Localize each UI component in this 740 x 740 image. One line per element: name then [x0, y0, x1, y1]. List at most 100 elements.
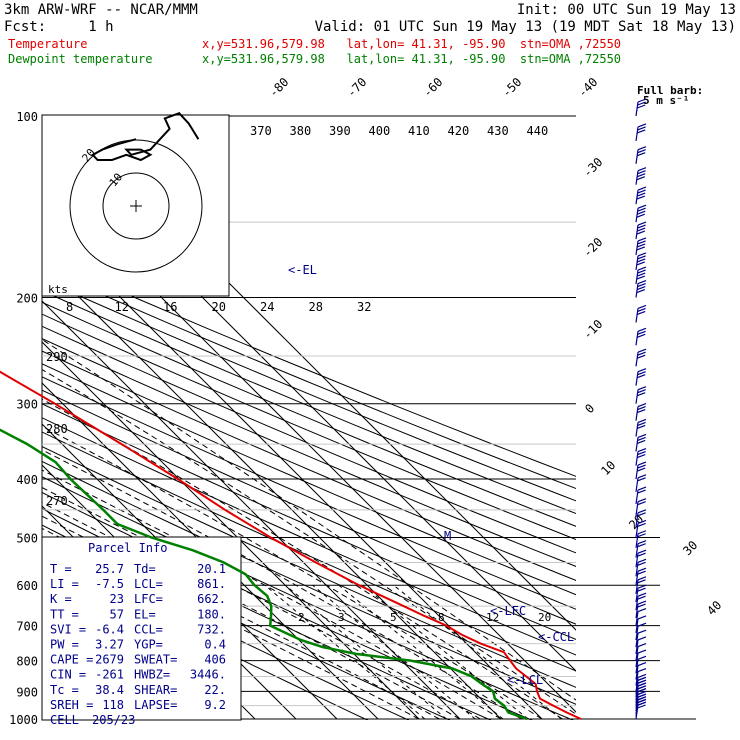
mixing-ratio-label: 32: [357, 300, 371, 314]
parcel-param-name: PW =: [50, 638, 79, 652]
wind-barb: [635, 622, 647, 641]
parcel-param-value: 0.4: [204, 638, 226, 652]
isotherm-label: -80: [266, 75, 291, 100]
parcel-param-value: -7.5: [95, 577, 124, 591]
parcel-param-value: 406: [204, 653, 226, 667]
parcel-param-value: 3446.: [190, 668, 226, 682]
theta-label: 440: [527, 124, 549, 138]
dry-adiabat: [42, 301, 576, 527]
wind-barb: [635, 567, 647, 586]
parcel-param-name: LCL=: [134, 577, 163, 591]
dry-adiabat: [42, 256, 576, 477]
isotherm-label: -40: [575, 75, 600, 100]
mixing-ratio-label: 28: [309, 300, 323, 314]
isotherm: [42, 218, 543, 720]
wind-barb: [635, 403, 647, 421]
wind-barb: [635, 98, 647, 117]
parcel-param-name: SVI =: [50, 622, 86, 636]
parcel-param-value: 22.: [204, 683, 226, 697]
isotherm-label: 30: [680, 538, 700, 558]
parcel-param-value: 57: [110, 607, 124, 621]
temperature-line: [0, 370, 582, 720]
mixing-ratio-label-lower: 2: [298, 611, 305, 624]
dry-adiabat: [42, 290, 576, 515]
parcel-param-name: LI =: [50, 577, 79, 591]
isotherm-label: -20: [580, 235, 605, 260]
dry-adiabat: [42, 325, 576, 554]
dry-adiabat: [42, 278, 576, 502]
isotherm: [42, 341, 420, 720]
pressure-tick-label: 800: [16, 655, 38, 669]
annotation-lfc: <-LFC: [490, 604, 526, 618]
wind-barb: [635, 167, 647, 185]
dry-adiabat: [42, 350, 576, 581]
dry-adiabat: [42, 417, 576, 656]
wind-barb: [635, 474, 647, 492]
forecast-hour: Fcst: 1 h: [4, 19, 114, 35]
pressure-tick-label: 600: [16, 579, 38, 593]
mixing-ratio-line: [393, 584, 562, 720]
wind-barb: [635, 448, 647, 466]
mixing-ratio-label: 8: [66, 300, 73, 314]
dry-adiabat: [42, 460, 576, 705]
legend-temperature-location: x,y=531.96,579.98 lat,lon= 41.31, -95.90…: [202, 37, 621, 51]
theta-label-lower: 270: [46, 494, 68, 508]
dry-adiabat: [42, 313, 576, 541]
wind-barb: [635, 655, 647, 674]
wind-barb: [635, 636, 647, 655]
parcel-param-name: T =: [50, 562, 72, 576]
parcel-param-value: 118: [102, 698, 124, 712]
wind-barb: [635, 549, 647, 568]
pressure-tick-label: 900: [16, 685, 38, 699]
hodograph-inset: 20 10: [41, 112, 230, 297]
wind-barb: [635, 146, 647, 164]
wind-barb: [635, 615, 647, 634]
wind-barb: [635, 386, 647, 404]
pressure-tick-label: 1000: [9, 713, 38, 727]
wind-barb: [635, 237, 647, 256]
isotherm-label: -50: [499, 75, 524, 100]
wind-barb: [635, 123, 647, 142]
wind-barb: [635, 418, 647, 437]
wind-barb: [635, 348, 647, 367]
wind-barb: [635, 592, 647, 611]
wind-barb: [635, 558, 647, 577]
isotherm-label: 40: [704, 598, 724, 618]
wind-barb: [635, 186, 647, 205]
parcel-param-value: 205/23: [92, 713, 135, 727]
isotherm-label: -10: [580, 317, 605, 342]
theta-label: 420: [448, 124, 470, 138]
isotherm-label: -30: [580, 155, 605, 180]
parcel-param-name: CIN =: [50, 668, 86, 682]
pressure-tick-label: 500: [16, 531, 38, 545]
wind-barb: [635, 486, 647, 505]
annotation-m: M: [444, 529, 451, 543]
wind-barb: [635, 519, 647, 538]
parcel-param-value: 861.: [197, 577, 226, 591]
mixing-ratio-line: [362, 584, 529, 720]
parcel-param-value: 9.2: [204, 698, 226, 712]
theta-label: 430: [487, 124, 509, 138]
parcel-info-box: Parcel Info T = 25.7 Td= 20.1 LI = -7.5 LCL= 86…: [41, 536, 242, 727]
wind-barb: [635, 600, 647, 619]
pressure-tick-label: 700: [16, 620, 38, 634]
mixing-ratio-label-lower: 20: [538, 611, 551, 624]
pressure-tick-label: 100: [16, 110, 38, 124]
init-time: Init: 00 UTC Sun 19 May 13: [517, 2, 736, 18]
parcel-param-name: Tc =: [50, 683, 79, 697]
valid-time: Valid: 01 UTC Sun 19 May 13 (19 MDT Sat …: [315, 19, 736, 35]
mixing-ratio-line: [312, 584, 476, 720]
annotation-el: <-EL: [288, 263, 317, 277]
wind-barb: [635, 584, 647, 603]
parcel-info-frame: [41, 536, 242, 721]
wind-barb: [635, 509, 647, 527]
theta-label-lower: 290: [46, 350, 68, 364]
parcel-param-value: -261: [95, 668, 124, 682]
parcel-param-value: 38.4: [95, 683, 124, 697]
legend-dewpoint-name: Dewpoint temperature: [8, 52, 153, 66]
theta-label: 400: [369, 124, 391, 138]
isotherm: [0, 116, 9, 719]
mixing-ratio-label-lower: 5: [390, 611, 397, 624]
wind-barb: [635, 540, 647, 558]
